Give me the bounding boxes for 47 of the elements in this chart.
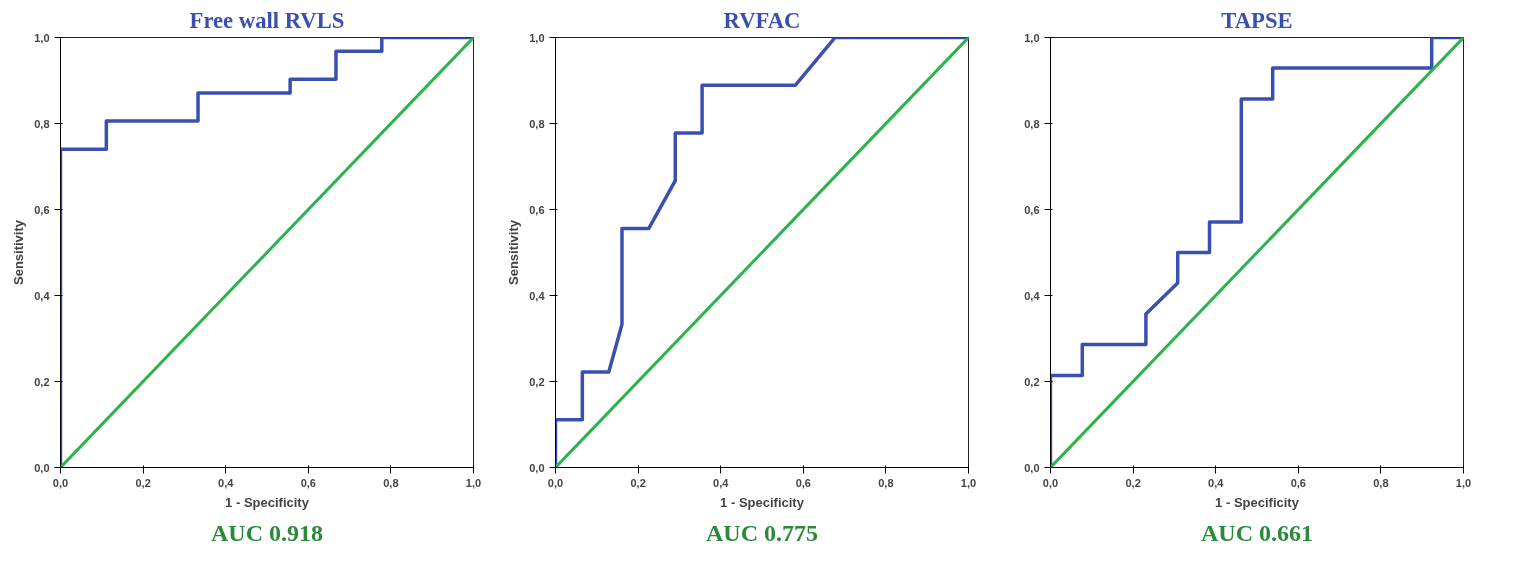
chart-title: RVFAC xyxy=(723,7,801,33)
y-tick-label: 0,4 xyxy=(1024,289,1041,302)
y-tick-label: 0,2 xyxy=(1024,375,1040,388)
chart-title: Free wall RVLS xyxy=(189,7,345,33)
text: AUC 0.775 xyxy=(706,519,818,546)
x-tick-label: 0,0 xyxy=(1042,476,1059,489)
y-tick-label: 0,0 xyxy=(1024,461,1040,474)
chart-title: TAPSE xyxy=(1221,7,1293,33)
x-tick-label: 0,8 xyxy=(878,476,894,489)
y-tick-label: 0,8 xyxy=(1024,117,1040,130)
y-tick-label: 0,4 xyxy=(34,289,51,302)
x-tick-label: 0,8 xyxy=(383,476,399,489)
y-tick-label: 0,4 xyxy=(529,289,546,302)
y-tick-label: 1,0 xyxy=(529,31,545,44)
text: AUC 0.918 xyxy=(211,519,323,546)
x-tick-label: 0,4 xyxy=(713,476,730,489)
x-tick-label: 0,6 xyxy=(1290,476,1306,489)
x-tick-label: 0,2 xyxy=(135,476,151,489)
x-axis-title: 1 - Specificity xyxy=(720,494,805,510)
x-tick-label: 1,0 xyxy=(960,476,977,489)
x-tick-label: 0,6 xyxy=(795,476,811,489)
x-axis-title: 1 - Specificity xyxy=(225,494,310,510)
y-tick-label: 0,6 xyxy=(1024,203,1040,216)
x-tick-label: 0,6 xyxy=(300,476,316,489)
y-axis-title: Sensitivity xyxy=(506,219,522,286)
y-tick-label: 1,0 xyxy=(1024,31,1040,44)
y-tick-label: 0,2 xyxy=(529,375,545,388)
y-axis-title: Sensitivity xyxy=(11,219,27,286)
y-tick-label: 0,6 xyxy=(529,203,545,216)
x-tick-label: 1,0 xyxy=(465,476,482,489)
x-tick-label: 0,4 xyxy=(1208,476,1225,489)
y-tick-label: 0,8 xyxy=(529,117,545,130)
y-tick-label: 0,6 xyxy=(34,203,50,216)
x-tick-label: 1,0 xyxy=(1455,476,1472,489)
text: AUC 0.661 xyxy=(1201,519,1313,546)
x-tick-label: 0,2 xyxy=(630,476,646,489)
y-tick-label: 0,8 xyxy=(34,117,50,130)
x-tick-label: 0,0 xyxy=(547,476,564,489)
y-tick-label: 1,0 xyxy=(34,31,50,44)
x-axis-title: 1 - Specificity xyxy=(1215,494,1300,510)
y-tick-label: 0,2 xyxy=(34,375,50,388)
y-tick-label: 0,0 xyxy=(34,461,50,474)
x-tick-label: 0,8 xyxy=(1373,476,1389,489)
y-tick-label: 0,0 xyxy=(529,461,545,474)
x-tick-label: 0,2 xyxy=(1125,476,1141,489)
x-tick-label: 0,0 xyxy=(52,476,69,489)
x-tick-label: 0,4 xyxy=(218,476,235,489)
